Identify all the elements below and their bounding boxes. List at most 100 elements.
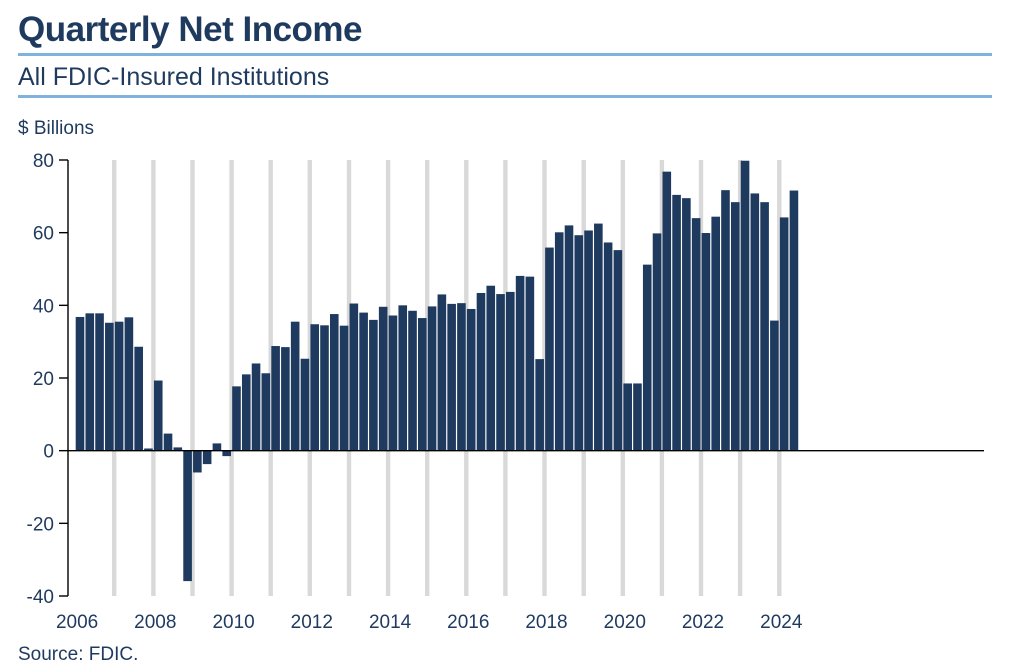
bar — [457, 303, 466, 451]
bar — [241, 374, 251, 451]
year-separator-line — [190, 160, 195, 596]
bar — [144, 448, 153, 451]
bar — [603, 242, 613, 451]
bar — [261, 373, 271, 451]
x-tick-label: 2010 — [212, 612, 254, 633]
x-tick-label: 2022 — [682, 612, 724, 633]
bar — [770, 320, 779, 451]
year-separator-line — [464, 160, 469, 596]
bar — [85, 313, 95, 451]
bar — [183, 450, 192, 582]
y-tick-label: 80 — [33, 151, 54, 172]
bar — [310, 324, 320, 451]
year-separator-line — [737, 160, 743, 596]
bar — [329, 314, 339, 451]
year-separator-line — [385, 160, 391, 596]
bar — [300, 358, 310, 451]
bar — [388, 315, 398, 451]
bar — [447, 303, 456, 451]
bar — [173, 447, 183, 451]
x-tick-label: 2014 — [369, 612, 412, 633]
bar — [418, 318, 427, 451]
bar — [535, 359, 544, 451]
bar — [642, 264, 652, 451]
chart-title: Quarterly Net Income — [18, 10, 363, 49]
year-separator-line — [268, 160, 273, 596]
bar — [564, 225, 574, 451]
bar — [202, 450, 212, 465]
chart-subtitle: All FDIC-Insured Institutions — [18, 63, 330, 91]
y-tick-label: 40 — [33, 296, 54, 317]
year-separator-line — [698, 160, 704, 596]
bar — [525, 276, 535, 451]
bar — [378, 306, 388, 451]
bar — [95, 313, 104, 451]
y-tick-label: 0 — [43, 442, 54, 463]
year-separator-line — [425, 160, 430, 596]
y-tick-label: 60 — [33, 224, 54, 245]
bar — [506, 291, 515, 451]
bar — [721, 190, 730, 451]
bar — [124, 317, 134, 451]
subtitle-rule — [18, 95, 992, 98]
bar-series — [75, 160, 799, 582]
bar — [359, 312, 368, 451]
bar — [691, 218, 701, 451]
bar — [652, 233, 662, 451]
year-separator-line — [151, 160, 156, 596]
bar — [114, 321, 124, 451]
bar — [750, 193, 760, 451]
bar — [281, 347, 290, 451]
bar — [251, 363, 261, 451]
x-tick-label: 2006 — [56, 612, 98, 633]
x-tick-label: 2020 — [604, 612, 646, 633]
bar — [339, 325, 349, 451]
x-tick-label: 2018 — [525, 612, 567, 633]
y-tick-label: 20 — [33, 369, 54, 390]
bar — [320, 325, 329, 451]
bar — [134, 346, 143, 451]
bar — [290, 321, 300, 451]
bar — [75, 316, 85, 451]
source-note: Source: FDIC. — [18, 644, 139, 665]
bar — [349, 303, 359, 451]
bar — [427, 306, 437, 451]
bar — [623, 383, 632, 451]
bar — [222, 450, 231, 457]
bar — [760, 202, 769, 451]
bar — [682, 198, 691, 451]
bar — [398, 305, 408, 451]
bar — [594, 223, 603, 451]
x-tick-label: 2016 — [447, 612, 489, 633]
x-tick-label: 2012 — [291, 612, 333, 633]
bar — [613, 250, 623, 451]
year-separator-line — [307, 160, 312, 596]
title-rule — [18, 53, 992, 56]
y-axis-ticks: 80 60 40 20 0 -20 -40 — [27, 151, 68, 608]
bar — [466, 308, 476, 451]
bar — [271, 346, 280, 451]
bar — [496, 294, 505, 451]
bar — [701, 233, 711, 451]
net-income-bar-chart: 80 60 40 20 0 -20 -40 2006 2008 2010 2012 2014 2016… — [27, 151, 984, 633]
year-separator-line — [620, 160, 625, 596]
year-separator-line — [659, 160, 665, 596]
bar — [193, 450, 202, 473]
bar — [740, 160, 750, 451]
year-separator-line — [229, 160, 234, 596]
bar — [476, 292, 486, 451]
bar — [730, 202, 740, 451]
year-separator-line — [777, 160, 782, 596]
bar — [662, 171, 672, 451]
bar — [554, 232, 564, 451]
bar — [789, 190, 799, 451]
bar — [486, 285, 496, 451]
year-separator-line — [542, 160, 547, 596]
y-tick-label: -40 — [27, 587, 54, 608]
bar — [779, 217, 789, 451]
bar — [212, 443, 222, 451]
year-separator-line — [503, 160, 508, 596]
bar — [633, 383, 642, 451]
bar — [437, 294, 447, 451]
bar — [515, 275, 525, 451]
